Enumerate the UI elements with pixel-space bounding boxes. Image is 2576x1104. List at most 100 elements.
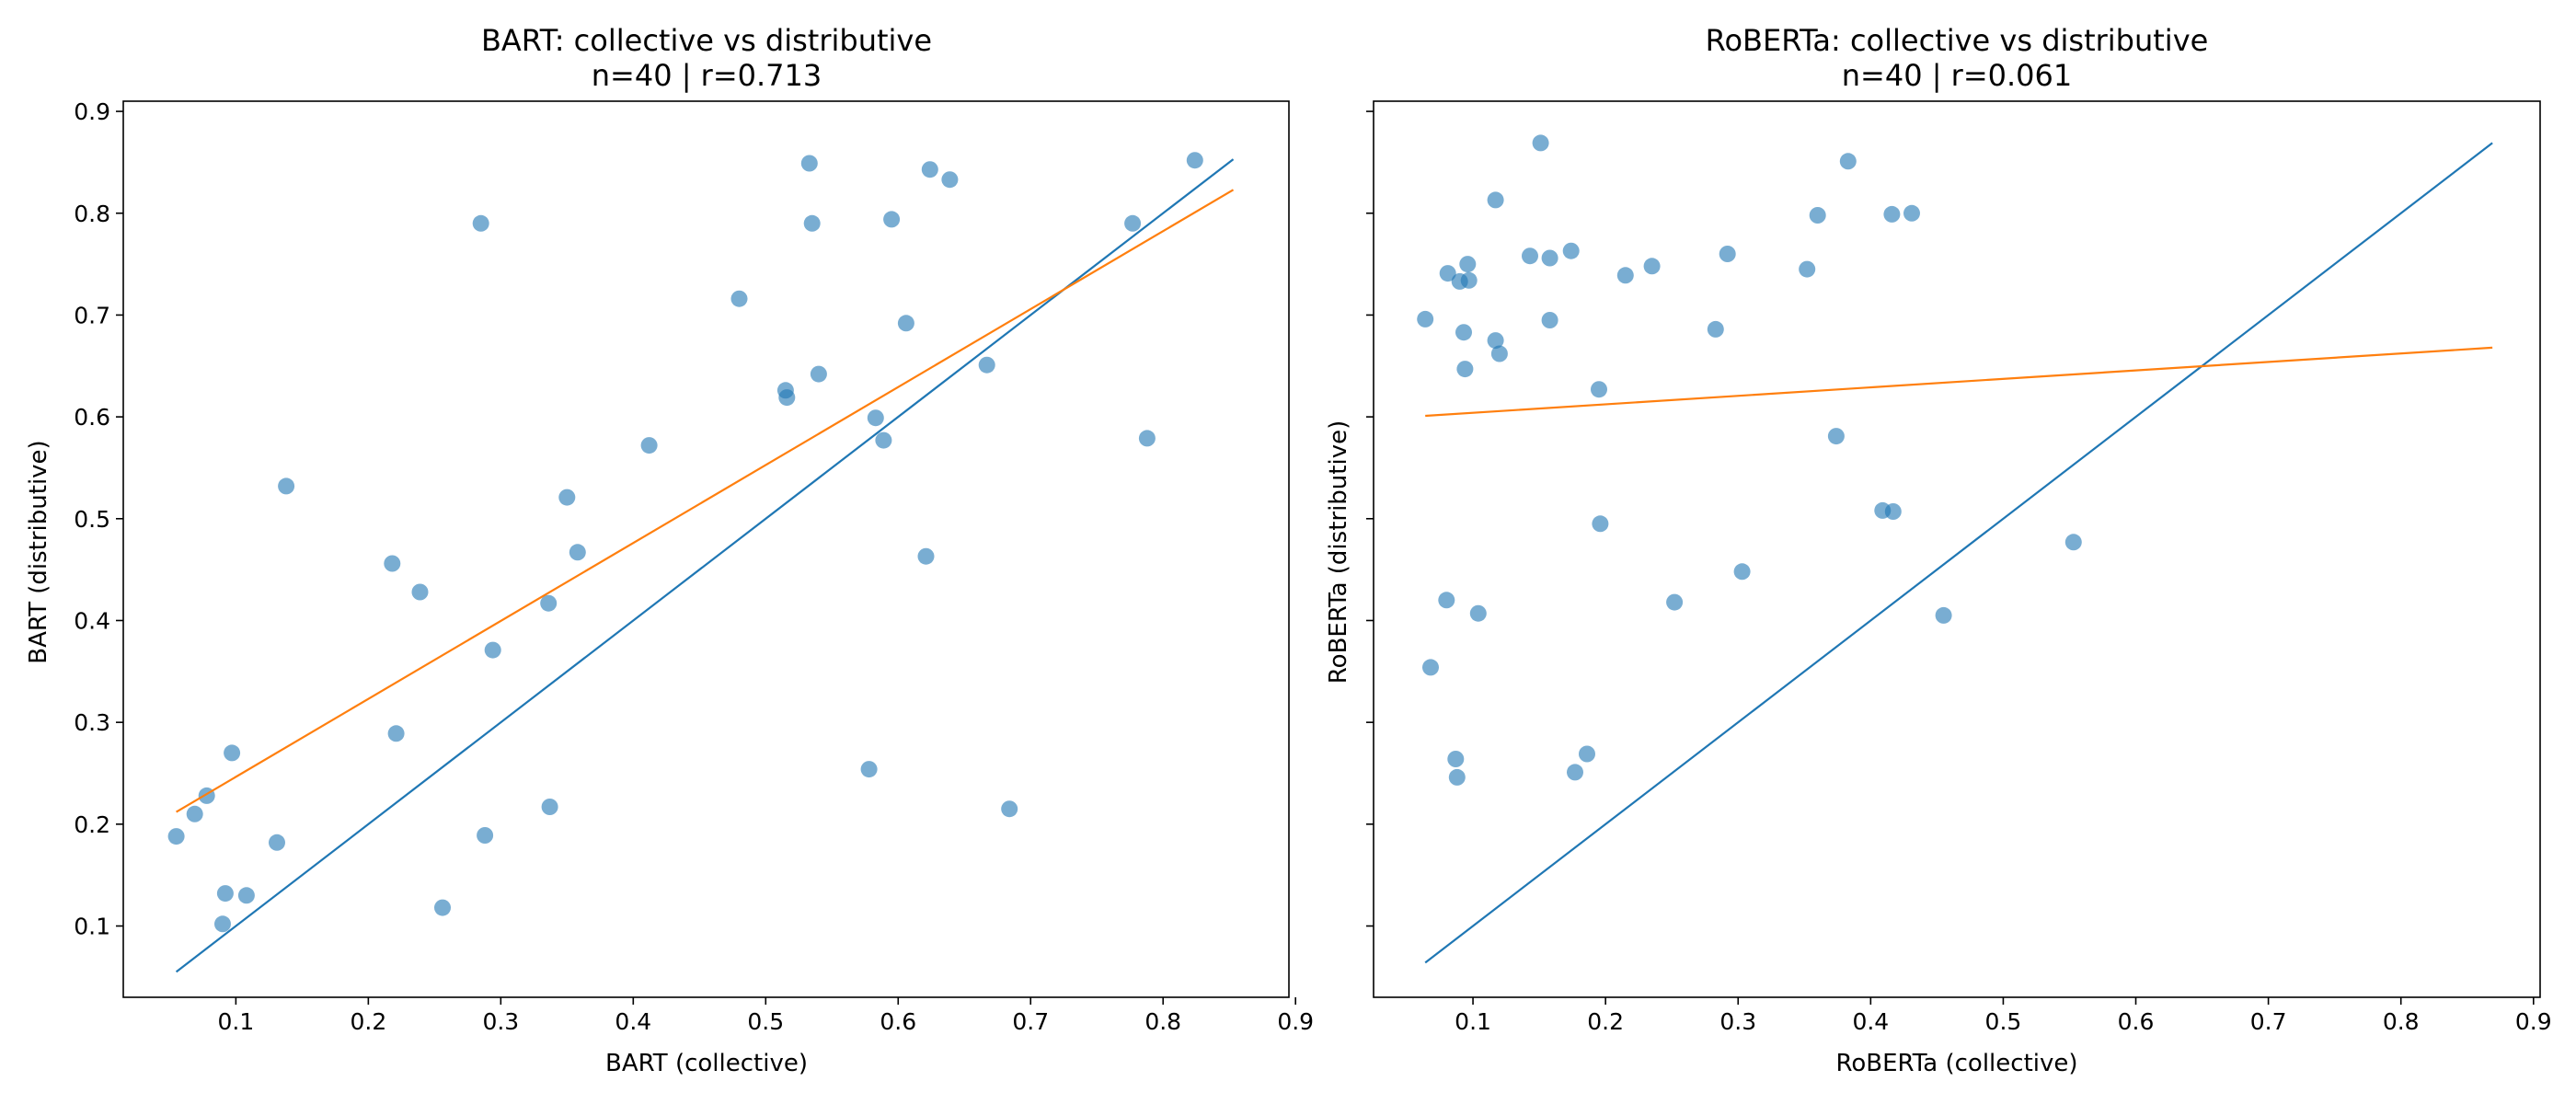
data-point [214, 915, 231, 933]
data-point [1809, 207, 1826, 224]
data-point [1666, 593, 1684, 611]
data-point [167, 828, 185, 845]
fit-line [1425, 346, 2493, 418]
x-tick-label: 0.3 [1719, 1008, 1756, 1035]
data-point [778, 389, 796, 407]
data-point [921, 161, 938, 178]
data-point [1719, 246, 1736, 262]
data-point [867, 409, 884, 427]
y-tick-label: 0.4 [74, 607, 110, 634]
data-point [186, 805, 203, 822]
y-tick-label: 0.3 [74, 709, 110, 736]
data-point [1460, 271, 1478, 289]
data-point [2064, 534, 2082, 551]
data-point [1733, 563, 1751, 581]
y-tick-label: 0.6 [74, 404, 110, 431]
data-point [269, 834, 285, 851]
data-point [1487, 332, 1504, 350]
data-point [1935, 606, 1952, 624]
data-point [941, 171, 959, 189]
x-tick-label: 0.6 [2118, 1008, 2155, 1035]
plot-area: 0.1 0.2 0.3 0.4 0.5 0.6 0.7 0.8 0.9 0.1 0.2 0.3 0.4 0… [74, 98, 1314, 1035]
data-point [1456, 361, 1474, 378]
x-tick-label: 0.8 [1144, 1008, 1181, 1035]
y-tick-label: 0.9 [74, 98, 110, 125]
data-point [1487, 191, 1504, 209]
identity-line [175, 158, 1235, 973]
data-point [1447, 751, 1465, 767]
x-tick-label: 0.7 [2250, 1008, 2287, 1035]
data-point [860, 761, 878, 778]
y-tick-label: 0.1 [74, 914, 110, 940]
data-point [978, 356, 995, 374]
data-point [1591, 381, 1607, 398]
x-tick-label: 0.5 [747, 1008, 784, 1035]
x-tick-label: 0.2 [1587, 1008, 1624, 1035]
y-axis-label: BART (distributive) [25, 440, 52, 663]
data-point [1001, 800, 1018, 818]
x-tick-label: 0.4 [615, 1008, 651, 1035]
data-point [1138, 430, 1156, 447]
x-tick-label: 0.5 [1985, 1008, 2022, 1035]
x-tick-label: 0.1 [1455, 1008, 1491, 1035]
data-point [1417, 310, 1434, 328]
identity-line [1424, 142, 2493, 964]
data-point [387, 725, 405, 742]
data-point [1186, 152, 1203, 169]
data-point [411, 583, 429, 601]
data-point [810, 365, 827, 383]
data-point [1903, 204, 1920, 222]
data-point [1439, 265, 1456, 282]
data-point [1532, 134, 1549, 152]
chart-title: RoBERTa: collective vs distributive [1706, 23, 2209, 58]
chart-roberta: RoBERTa: collective vs distributive n=40… [1325, 23, 2552, 1077]
x-tick-label: 0.1 [217, 1008, 254, 1035]
y-tick-label: 0.5 [74, 506, 110, 533]
data-point [569, 544, 586, 561]
data-point [1438, 592, 1455, 609]
data-point [1469, 604, 1487, 622]
chart-subtitle: n=40 | r=0.061 [1842, 58, 2073, 93]
data-point [1422, 659, 1439, 676]
data-point [1567, 764, 1583, 781]
data-point [1592, 515, 1609, 533]
data-point [1541, 312, 1558, 328]
data-point [1884, 503, 1902, 520]
y-tick-label: 0.7 [74, 302, 110, 328]
plot-area: 0.1 0.2 0.3 0.4 0.5 0.6 0.7 0.8 0.9 [1366, 100, 2552, 1035]
data-point [558, 489, 576, 506]
data-point [472, 214, 489, 232]
chart-bart: BART: collective vs distributive n=40 | … [25, 23, 1314, 1077]
chart-title: BART: collective vs distributive [481, 23, 932, 58]
data-point [1827, 428, 1845, 445]
data-point [803, 214, 821, 232]
data-point [224, 744, 241, 762]
data-point [1643, 258, 1661, 275]
x-tick-label: 0.4 [1852, 1008, 1889, 1035]
data-point [1124, 214, 1142, 232]
data-point [1579, 745, 1595, 763]
data-point [1448, 768, 1466, 786]
data-point [1616, 267, 1634, 284]
data-point [278, 477, 295, 495]
data-point [384, 555, 401, 572]
y-tick-label: 0.8 [74, 201, 110, 227]
x-axis-label: RoBERTa (collective) [1835, 1050, 2077, 1077]
data-point [1883, 205, 1901, 223]
x-axis-label: BART (collective) [605, 1050, 808, 1077]
data-point [484, 641, 501, 659]
data-point [730, 290, 748, 307]
data-point [1562, 242, 1580, 259]
data-point [1459, 256, 1477, 273]
data-point [875, 431, 892, 449]
x-tick-label: 0.9 [1277, 1008, 1314, 1035]
data-point [1541, 249, 1558, 267]
fit-line [176, 189, 1235, 813]
data-point [540, 594, 558, 612]
data-point [434, 899, 451, 916]
data-point [237, 887, 255, 904]
data-point [883, 211, 901, 228]
axes-frame [122, 100, 1290, 998]
x-tick-label: 0.6 [880, 1008, 916, 1035]
